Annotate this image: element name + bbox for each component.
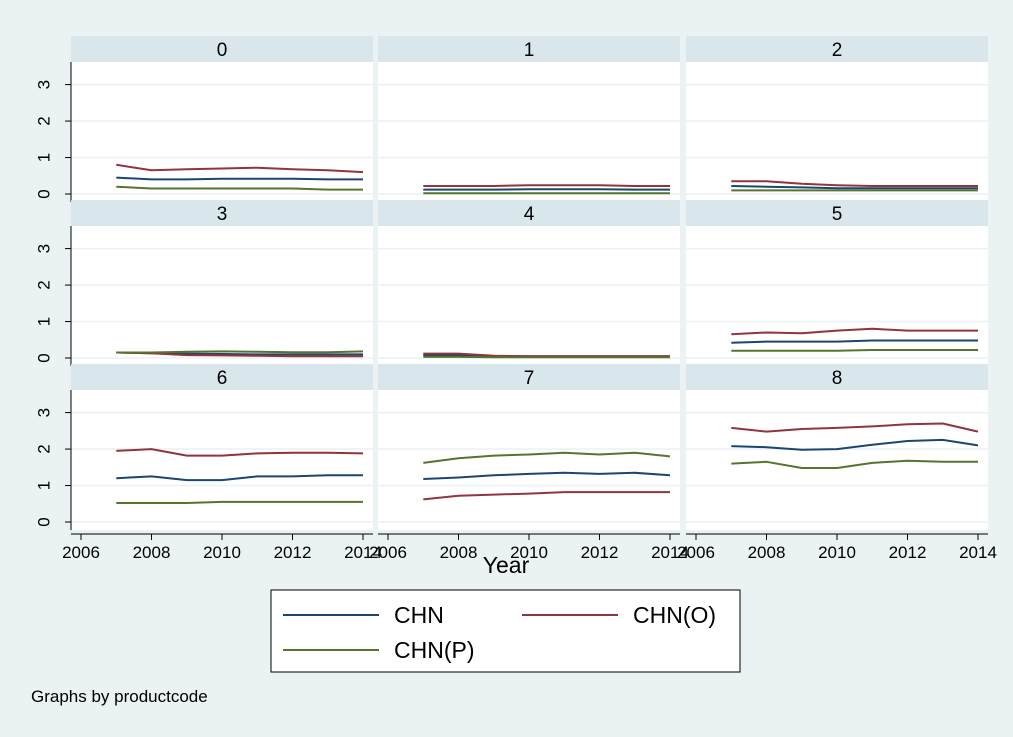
panel-8: 8 (686, 364, 988, 530)
panel-strip (686, 200, 988, 226)
x-tick-label: 2006 (62, 543, 100, 562)
series-line-chn (731, 339, 978, 344)
y-tick-label: 2 (35, 280, 54, 289)
series-line-chnp (423, 451, 671, 464)
panel-label: 5 (832, 204, 843, 225)
series-line-chn (731, 438, 979, 451)
panel-label: 4 (524, 204, 535, 225)
panel-strip (378, 364, 680, 390)
x-tick-label: 2008 (440, 543, 478, 562)
plot-region (378, 226, 680, 366)
y-tick-label: 1 (35, 317, 54, 326)
series-line-chn (423, 471, 671, 480)
x-tick-label: 2010 (818, 543, 856, 562)
x-tick-label: 2014 (651, 543, 689, 562)
plot-region (686, 226, 988, 366)
series-line-chno (116, 448, 364, 457)
y-tick-label: 1 (35, 153, 54, 162)
panel-label: 2 (832, 40, 843, 61)
panel-label: 8 (832, 368, 843, 389)
x-tick-label: 2014 (344, 543, 382, 562)
plot-region (686, 390, 988, 530)
panel-label: 0 (217, 40, 228, 61)
panel-strip (378, 200, 680, 226)
legend-frame (270, 589, 741, 673)
panel-4: 4 (378, 200, 680, 366)
y-tick-label: 3 (35, 80, 54, 89)
panel-1: 1 (378, 36, 680, 202)
x-tick-label: 2012 (889, 543, 927, 562)
series-line-chno (731, 327, 978, 336)
series-line-chn (116, 474, 363, 482)
series-line-chno (731, 422, 979, 433)
plot-region (71, 390, 373, 530)
legend: CHN CHN(O) CHN(P) (270, 589, 741, 673)
panel-5: 5 (686, 200, 988, 366)
series-line-chno (423, 491, 670, 501)
series-line-chnp (116, 185, 363, 191)
x-tick-label: 2012 (581, 543, 619, 562)
y-tick-label: 3 (35, 408, 54, 417)
panel-strip (686, 364, 988, 390)
y-tick-label: 0 (35, 189, 54, 198)
plot-region (378, 62, 680, 202)
legend-label-chn: CHN (394, 602, 444, 628)
panel-2: 2 (686, 36, 988, 202)
series-line-chno (423, 352, 670, 358)
panel-strip (71, 36, 373, 62)
plot-region (71, 62, 373, 202)
graphs-by-note: Graphs by productcode (31, 687, 208, 706)
x-tick-label: 2008 (748, 543, 786, 562)
panel-label: 3 (217, 204, 228, 225)
series-line-chno (116, 163, 364, 174)
x-tick-label: 2014 (959, 543, 997, 562)
y-tick-label: 0 (35, 517, 54, 526)
plot-region (71, 226, 373, 366)
panel-strip (378, 36, 680, 62)
panel-strip (71, 200, 373, 226)
x-tick-label: 2012 (274, 543, 312, 562)
series-line-chno (116, 351, 363, 358)
y-tick-label: 2 (35, 116, 54, 125)
x-tick-label: 2006 (677, 543, 715, 562)
y-tick-label: 3 (35, 244, 54, 253)
panel-0: 0 0 1 2 3 (35, 36, 373, 202)
x-tick-label: 2006 (369, 543, 407, 562)
panel-label: 6 (217, 368, 228, 389)
plot-region (378, 390, 680, 530)
y-tick-label: 2 (35, 444, 54, 453)
legend-label-chnp: CHN(P) (394, 637, 475, 663)
series-line-chnp (116, 350, 364, 354)
panel-label: 7 (524, 368, 535, 389)
x-tick-label: 2010 (203, 543, 241, 562)
series-line-chn (116, 176, 363, 181)
panel-strip (71, 364, 373, 390)
series-line-chnp (116, 500, 363, 504)
panels-layer: 0 0 1 2 3 1 2 3 0 1 2 3 4 5 6 0 1 2 3 7 8 (35, 36, 988, 530)
panel-6: 6 0 1 2 3 (35, 364, 373, 530)
x-axis-title: Year (483, 552, 530, 578)
series-line-chno (731, 180, 978, 187)
series-line-chnp (731, 459, 978, 469)
panel-7: 7 (378, 364, 680, 530)
x-tick-label: 2010 (510, 543, 548, 562)
y-tick-label: 1 (35, 481, 54, 490)
panel-label: 1 (524, 40, 535, 61)
series-line-chno (423, 184, 670, 187)
panel-3: 3 0 1 2 3 (35, 200, 373, 366)
legend-label-chno: CHN(O) (633, 602, 716, 628)
panel-strip (686, 36, 988, 62)
series-line-chnp (731, 349, 978, 352)
series-line-chn (731, 185, 978, 190)
x-tick-label: 2008 (133, 543, 171, 562)
y-tick-label: 0 (35, 353, 54, 362)
